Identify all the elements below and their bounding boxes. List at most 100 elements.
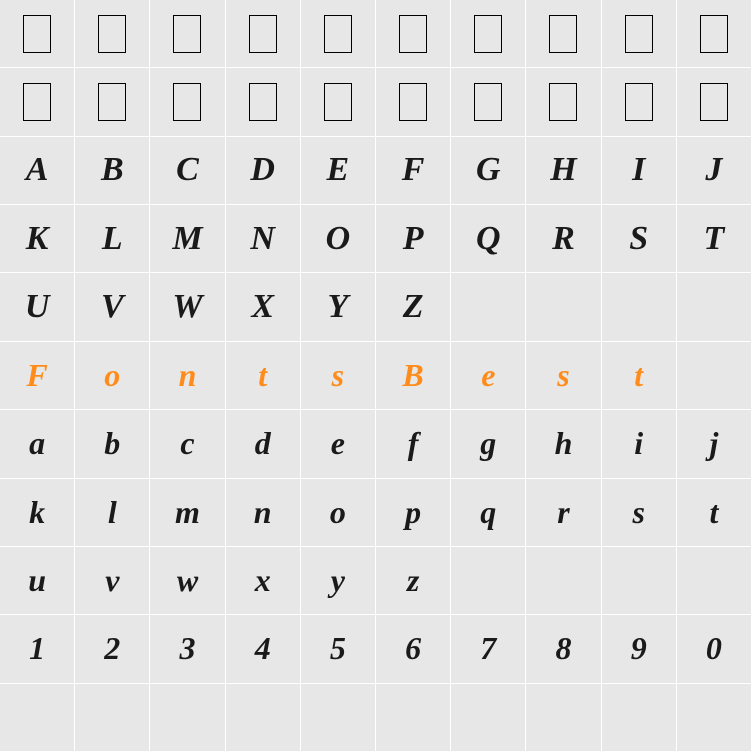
glyph-cell xyxy=(677,342,752,410)
glyph-cell: w xyxy=(150,547,225,615)
missing-glyph-box xyxy=(324,83,352,121)
missing-glyph-box xyxy=(625,83,653,121)
glyph-cell: C xyxy=(150,137,225,205)
missing-glyph-box xyxy=(23,15,51,53)
glyph-cell: 8 xyxy=(526,615,601,683)
glyph-cell: B xyxy=(376,342,451,410)
glyph-cell xyxy=(602,68,677,136)
glyph-cell: y xyxy=(301,547,376,615)
glyph-cell: U xyxy=(0,273,75,341)
glyph-cell: 6 xyxy=(376,615,451,683)
missing-glyph-box xyxy=(399,83,427,121)
missing-glyph-box xyxy=(399,15,427,53)
glyph-cell: c xyxy=(150,410,225,478)
glyph-cell xyxy=(301,68,376,136)
glyph-cell: I xyxy=(602,137,677,205)
missing-glyph-box xyxy=(700,15,728,53)
glyph-cell: S xyxy=(602,205,677,273)
glyph-cell: 3 xyxy=(150,615,225,683)
glyph-cell: f xyxy=(376,410,451,478)
glyph-cell: O xyxy=(301,205,376,273)
missing-glyph-box xyxy=(474,15,502,53)
glyph-cell: 7 xyxy=(451,615,526,683)
glyph-cell: H xyxy=(526,137,601,205)
glyph-cell xyxy=(301,0,376,68)
glyph-cell: u xyxy=(0,547,75,615)
glyph-cell xyxy=(150,684,225,752)
glyph-cell: s xyxy=(526,342,601,410)
glyph-cell: A xyxy=(0,137,75,205)
glyph-cell: i xyxy=(602,410,677,478)
glyph-cell: P xyxy=(376,205,451,273)
missing-glyph-box xyxy=(549,15,577,53)
glyph-cell: 9 xyxy=(602,615,677,683)
glyph-cell: W xyxy=(150,273,225,341)
glyph-cell xyxy=(150,68,225,136)
glyph-cell: K xyxy=(0,205,75,273)
glyph-cell: 4 xyxy=(226,615,301,683)
glyph-cell: o xyxy=(75,342,150,410)
glyph-cell: F xyxy=(376,137,451,205)
glyph-cell xyxy=(75,0,150,68)
glyph-cell: r xyxy=(526,479,601,547)
glyph-cell xyxy=(526,273,601,341)
glyph-cell: q xyxy=(451,479,526,547)
glyph-cell: p xyxy=(376,479,451,547)
missing-glyph-box xyxy=(249,15,277,53)
glyph-cell xyxy=(602,0,677,68)
glyph-cell: j xyxy=(677,410,752,478)
glyph-cell: B xyxy=(75,137,150,205)
glyph-cell: s xyxy=(602,479,677,547)
missing-glyph-box xyxy=(98,15,126,53)
glyph-cell: 2 xyxy=(75,615,150,683)
missing-glyph-box xyxy=(173,15,201,53)
glyph-cell xyxy=(75,684,150,752)
glyph-cell: T xyxy=(677,205,752,273)
glyph-cell: t xyxy=(226,342,301,410)
glyph-cell: L xyxy=(75,205,150,273)
glyph-cell: t xyxy=(677,479,752,547)
glyph-cell xyxy=(602,547,677,615)
glyph-cell xyxy=(526,684,601,752)
glyph-cell: D xyxy=(226,137,301,205)
glyph-cell xyxy=(451,273,526,341)
glyph-cell xyxy=(75,68,150,136)
glyph-cell xyxy=(677,547,752,615)
character-grid: ABCDEFGHIJKLMNOPQRSTUVWXYZFontsBestabcde… xyxy=(0,0,752,752)
glyph-cell: E xyxy=(301,137,376,205)
glyph-cell xyxy=(451,0,526,68)
glyph-cell xyxy=(376,68,451,136)
glyph-cell: n xyxy=(226,479,301,547)
glyph-cell xyxy=(677,68,752,136)
glyph-cell: e xyxy=(301,410,376,478)
glyph-cell: k xyxy=(0,479,75,547)
glyph-cell xyxy=(376,684,451,752)
glyph-cell: l xyxy=(75,479,150,547)
glyph-cell xyxy=(677,273,752,341)
glyph-cell: Y xyxy=(301,273,376,341)
glyph-cell xyxy=(0,684,75,752)
glyph-cell xyxy=(451,547,526,615)
glyph-cell xyxy=(226,68,301,136)
glyph-cell: o xyxy=(301,479,376,547)
glyph-cell: d xyxy=(226,410,301,478)
glyph-cell xyxy=(451,684,526,752)
glyph-cell: s xyxy=(301,342,376,410)
glyph-cell: t xyxy=(602,342,677,410)
glyph-cell: X xyxy=(226,273,301,341)
glyph-cell xyxy=(602,684,677,752)
glyph-cell: J xyxy=(677,137,752,205)
glyph-cell: R xyxy=(526,205,601,273)
glyph-cell: e xyxy=(451,342,526,410)
missing-glyph-box xyxy=(98,83,126,121)
glyph-cell: m xyxy=(150,479,225,547)
glyph-cell: h xyxy=(526,410,601,478)
missing-glyph-box xyxy=(549,83,577,121)
glyph-cell: M xyxy=(150,205,225,273)
glyph-cell xyxy=(301,684,376,752)
glyph-cell xyxy=(451,68,526,136)
missing-glyph-box xyxy=(474,83,502,121)
missing-glyph-box xyxy=(249,83,277,121)
glyph-cell: V xyxy=(75,273,150,341)
glyph-cell xyxy=(0,0,75,68)
